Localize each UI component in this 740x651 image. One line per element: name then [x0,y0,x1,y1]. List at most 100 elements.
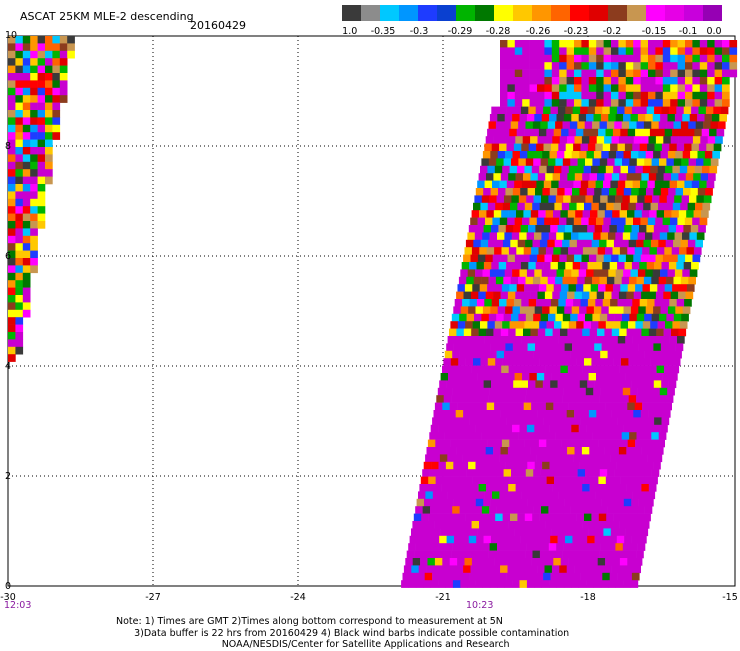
swath-cell [454,417,462,426]
swath-cell [494,165,503,174]
swath-cell [529,69,538,78]
swath-cell [520,380,529,389]
swath-cell [508,365,517,374]
swath-cell [518,350,527,359]
y-tick-label: 4 [5,361,12,372]
swath-cell [572,380,581,389]
swath-cell [442,439,451,448]
swath-cell [15,154,24,163]
swath-cell [625,491,633,500]
swath-cell [426,565,434,574]
swath-cell [532,550,541,559]
swath-cell [489,506,497,514]
swath-cell [543,336,552,344]
swath-cell [520,188,528,196]
swath-cell [547,121,556,130]
swath-cell [632,299,640,307]
swath-cell [563,269,572,278]
swath-cell [8,191,16,200]
swath-cell [539,239,548,248]
swath-cell [678,291,686,300]
swath-cell [522,40,530,48]
swath-cell [581,69,590,78]
swath-cell [653,461,661,470]
swath-cell [692,136,701,144]
swath-cell [606,432,615,440]
swath-cell [489,543,498,551]
swath-cell [485,373,493,381]
swath-cell [575,558,584,566]
swath-cell [592,276,600,285]
swath-cell [604,328,613,337]
swath-cell [541,580,550,588]
swath-cell [30,258,38,266]
swath-cell [423,461,432,470]
swath-cell [564,306,572,315]
swath-cell [519,151,528,159]
swath-cell [545,173,553,181]
swath-cell [648,447,657,455]
swath-cell [591,358,600,366]
swath-cell [483,498,491,507]
swath-cell [439,417,448,426]
swath-cell [682,269,690,278]
swath-cell [560,402,569,411]
colorbar-swatch [437,5,456,21]
swath-cell [655,99,664,107]
swath-cell [15,58,24,66]
swath-cell [488,158,497,167]
swath-cell [488,432,497,440]
swath-cell [573,454,581,463]
swath-cell [483,380,492,389]
swath-cell [445,461,454,470]
swath-cell [538,402,547,411]
swath-cell [531,476,540,485]
swath-cell [603,528,612,537]
swath-cell [626,447,634,455]
swath-cell [602,299,611,307]
swath-cell [499,336,508,344]
swath-cell [640,91,649,100]
swath-cell [617,143,626,152]
swath-cell [498,106,507,115]
swath-cell [449,521,458,529]
swath-cell [536,528,545,537]
swath-cell [530,365,539,374]
swath-cell [479,210,487,218]
swath-cell [654,336,663,344]
swath-cell [537,254,545,263]
swath-cell [599,550,607,559]
swath-cell [458,276,467,285]
swath-cell [67,36,75,44]
swath-cell [517,513,526,522]
swath-cell [636,276,645,285]
swath-cell [473,239,481,248]
swath-cell [511,313,519,322]
swath-cell [37,110,46,118]
swath-cell [557,188,565,196]
swath-cell [635,439,643,448]
swath-cell [610,217,619,226]
swath-cell [539,395,548,403]
note-line: Note: 1) Times are GMT 2)Times along bot… [116,616,503,627]
swath-cell [509,439,517,448]
swath-cell [624,380,632,389]
swath-cell [618,84,627,93]
swath-cell [524,202,533,211]
swath-cell [52,117,61,126]
swath-cell [8,43,16,52]
swath-cell [15,302,24,311]
swath-cell [588,40,597,48]
swath-cell [634,402,643,411]
swath-cell [526,114,535,122]
swath-cell [515,328,524,337]
swath-cell [648,77,656,85]
colorbar-label: -0.28 [486,26,511,37]
swath-cell [693,210,702,218]
swath-cell [722,91,730,100]
swath-cell [512,424,520,433]
swath-cell [662,84,671,93]
swath-cell [37,102,46,111]
swath-cell [591,165,599,174]
swath-cell [500,410,508,418]
